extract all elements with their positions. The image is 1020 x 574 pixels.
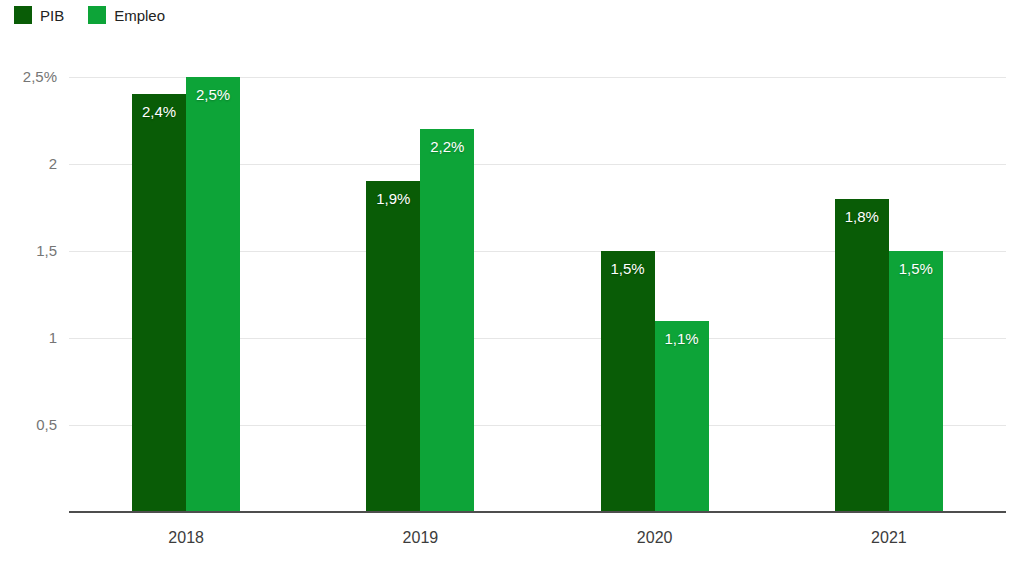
y-axis-tick-label: 0,5 — [0, 417, 57, 433]
bar-value-label: 1,1% — [655, 331, 709, 347]
pib-swatch-icon — [14, 6, 32, 24]
bar-value-label: 2,5% — [186, 87, 240, 103]
x-axis-category-label: 2020 — [605, 529, 705, 547]
y-axis-tick-label: 1 — [0, 330, 57, 346]
bar-pib-2021[interactable] — [835, 199, 889, 512]
x-axis-category-label: 2021 — [839, 529, 939, 547]
chart-legend: PIB Empleo — [14, 6, 189, 24]
bar-empleo-2019[interactable] — [420, 129, 474, 512]
legend-item-empleo: Empleo — [88, 6, 165, 24]
y-axis-tick-label: 2,5% — [0, 69, 57, 85]
y-axis-tick-label: 1,5 — [0, 243, 57, 259]
bar-pib-2018[interactable] — [132, 94, 186, 512]
bar-chart: PIB Empleo 2,5%21,510,52,4%2,5%20181,9%2… — [0, 0, 1020, 574]
bar-pib-2019[interactable] — [366, 181, 420, 512]
bar-pib-2020[interactable] — [601, 251, 655, 512]
x-axis-category-label: 2019 — [370, 529, 470, 547]
bar-value-label: 1,9% — [366, 191, 420, 207]
bar-value-label: 1,5% — [601, 261, 655, 277]
empleo-swatch-icon — [88, 6, 106, 24]
bar-value-label: 2,2% — [420, 139, 474, 155]
legend-label-empleo: Empleo — [114, 7, 165, 24]
bar-empleo-2020[interactable] — [655, 321, 709, 512]
x-axis-baseline — [69, 511, 1006, 513]
bar-value-label: 2,4% — [132, 104, 186, 120]
x-axis-category-label: 2018 — [136, 529, 236, 547]
y-axis-tick-label: 2 — [0, 156, 57, 172]
bar-value-label: 1,5% — [889, 261, 943, 277]
legend-label-pib: PIB — [40, 7, 64, 24]
bar-empleo-2018[interactable] — [186, 77, 240, 512]
legend-item-pib: PIB — [14, 6, 64, 24]
bar-value-label: 1,8% — [835, 209, 889, 225]
bar-empleo-2021[interactable] — [889, 251, 943, 512]
